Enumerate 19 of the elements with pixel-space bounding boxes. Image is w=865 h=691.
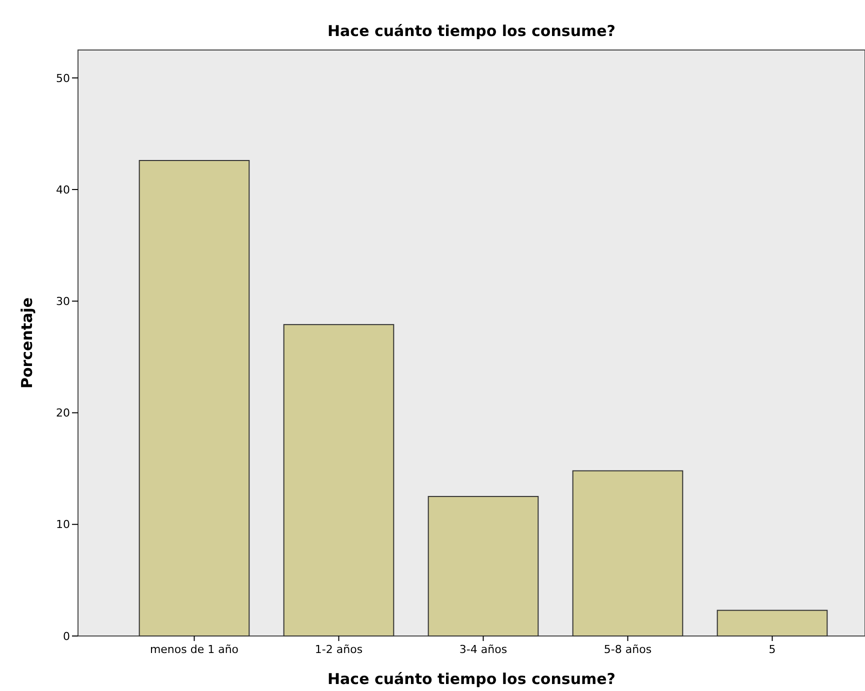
x-tick-label: 3-4 años (459, 643, 508, 656)
y-tick-label: 20 (56, 406, 70, 420)
y-axis-title: Porcentaje (18, 297, 36, 389)
x-tick-label: 5-8 años (604, 643, 652, 656)
y-tick-label: 0 (63, 630, 70, 643)
bar (716, 610, 828, 636)
bar (428, 496, 539, 636)
chart-title: Hace cuánto tiempo los consume? (328, 22, 616, 40)
y-tick-label: 40 (56, 183, 70, 196)
bar (283, 324, 394, 636)
x-axis-title: Hace cuánto tiempo los consume? (328, 670, 616, 688)
x-tick-label: 1-2 años (314, 643, 363, 656)
bar (572, 470, 684, 636)
x-tick-label: 5 (768, 643, 776, 656)
bar (138, 160, 250, 636)
x-tick-label: menos de 1 año (150, 643, 239, 656)
y-tick-label: 30 (56, 294, 70, 308)
y-tick-label: 50 (56, 72, 70, 85)
y-tick-label: 10 (56, 518, 70, 532)
